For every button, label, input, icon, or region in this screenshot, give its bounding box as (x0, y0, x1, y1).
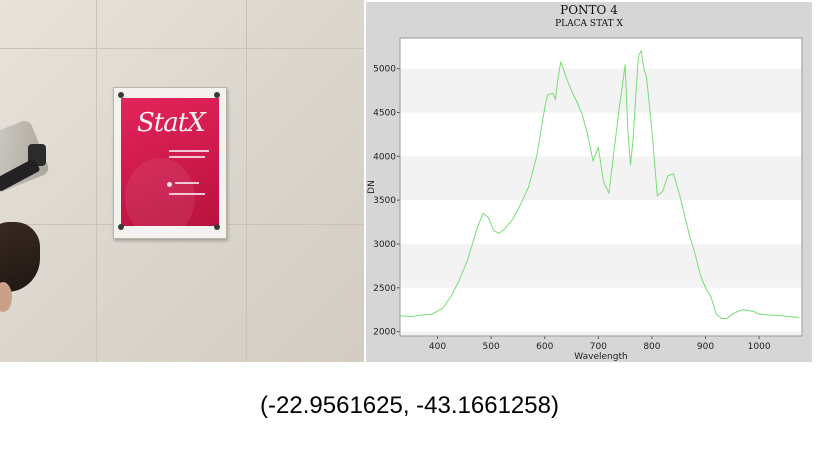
gloved-hand (0, 222, 40, 292)
spectrum-chart: 2000 2500 3000 3500 4000 4500 5000 400 500 600 700… (366, 2, 812, 362)
x-tick-label: 500 (483, 342, 500, 352)
plaque-mount: StatX (113, 87, 227, 239)
y-tick-label: 4500 (373, 109, 396, 119)
y-tick-label: 3500 (373, 196, 396, 206)
screw (118, 224, 124, 230)
x-tick-label: 1000 (748, 342, 771, 352)
spectrum-chart-svg: 2000 2500 3000 3500 4000 4500 5000 400 500 600 700… (367, 37, 803, 362)
grid-band (400, 287, 802, 332)
spectrum-line (399, 49, 800, 319)
grid-band (400, 200, 802, 244)
tile-joint (246, 0, 247, 362)
screw (118, 92, 124, 98)
screw (214, 92, 220, 98)
y-tick-label: 3000 (373, 240, 396, 250)
statx-plaque: StatX (121, 98, 219, 238)
plot-area (400, 38, 802, 336)
tile-joint (96, 0, 97, 362)
screw (214, 224, 220, 230)
x-tick-label: 600 (536, 342, 553, 352)
y-tick-label: 2000 (373, 328, 396, 338)
grid-band (400, 112, 802, 157)
plaque-brand-logo: StatX (137, 108, 206, 138)
tile-joint (0, 48, 364, 49)
x-axis-label: Wavelength (574, 352, 627, 362)
chart-subtitle: PLACA STAT X (555, 19, 623, 29)
gps-coordinates: (-22.9561625, -43.1661258) (260, 392, 559, 419)
plot-border (399, 37, 803, 337)
y-tick-label: 4000 (373, 152, 396, 162)
x-tick-label: 800 (643, 342, 660, 352)
wall-photo: StatX (0, 0, 364, 362)
y-axis-label: DN (367, 180, 377, 194)
y-tick-label: 5000 (373, 65, 396, 75)
x-tick-label: 700 (590, 342, 607, 352)
y-tick-label: 2500 (373, 284, 396, 294)
x-tick-label: 400 (429, 342, 446, 352)
grid-band (400, 38, 802, 69)
chart-title: PONTO 4 (560, 3, 618, 17)
x-tick-label: 900 (697, 342, 714, 352)
